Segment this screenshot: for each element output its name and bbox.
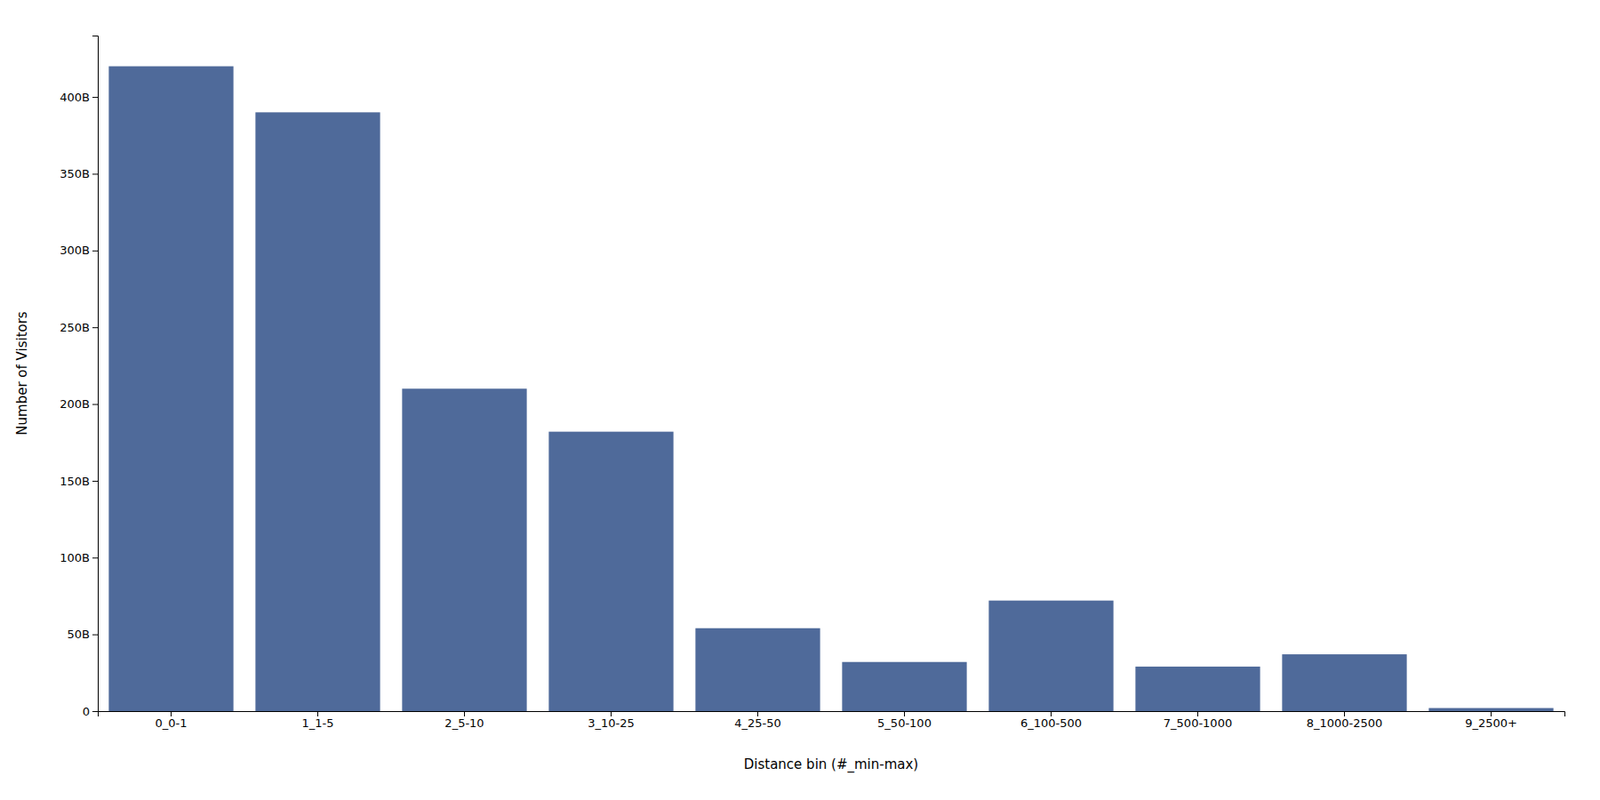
y-tick: 50B: [67, 627, 98, 641]
x-tick: 7_500-1000: [1163, 711, 1232, 730]
y-tick-mark: [92, 173, 98, 175]
y-tick-mark: [92, 711, 98, 712]
y-tick-label: 100B: [59, 551, 90, 565]
bars: [108, 66, 1553, 712]
x-tick: 1_1-5: [301, 711, 334, 730]
x-tick: 9_2500+: [1464, 711, 1518, 730]
y-tick-label: 300B: [59, 243, 90, 257]
y-tick-mark: [92, 327, 98, 328]
y-tick-label: 400B: [59, 90, 90, 104]
x-tick-label: 1_1-5: [301, 716, 334, 730]
x-axis-line: [98, 712, 1566, 718]
x-tick: 8_1000-2500: [1306, 711, 1384, 730]
y-tick-label: 150B: [59, 474, 90, 488]
x-tick: 6_100-500: [1020, 711, 1082, 730]
x-tick-label: 0_0-1: [154, 716, 187, 730]
y-tick-label: 250B: [59, 320, 90, 335]
bar: [841, 662, 967, 712]
x-tick: 3_10-25: [587, 711, 635, 730]
x-tick-label: 9_2500+: [1464, 716, 1518, 730]
x-tick-mark: [1050, 711, 1052, 717]
bar: [988, 600, 1113, 712]
bar: [401, 388, 527, 712]
bar: [695, 628, 820, 712]
y-tick-mark: [92, 250, 98, 252]
y-tick-mark: [92, 480, 98, 482]
y-tick: 250B: [59, 320, 98, 335]
y-axis-line: [92, 36, 99, 712]
y-tick: 400B: [59, 90, 98, 104]
y-tick-label: 50B: [67, 627, 90, 641]
y-tick: 350B: [59, 167, 98, 181]
y-tick-mark: [92, 404, 98, 406]
x-tick: 5_50-100: [877, 711, 932, 730]
y-tick: 100B: [59, 551, 98, 565]
y-tick: 150B: [59, 474, 98, 488]
x-tick-label: 5_50-100: [877, 716, 932, 730]
x-tick: 4_25-50: [734, 711, 782, 730]
x-tick-label: 2_5-10: [444, 716, 484, 730]
y-tick-label: 200B: [59, 397, 90, 411]
x-tick-label: 4_25-50: [734, 716, 782, 730]
x-tick-mark: [1197, 711, 1199, 717]
y-axis: 0 50B 100B 150B 200B 250B 300B 350B 400B: [59, 36, 98, 719]
x-tick-label: 3_10-25: [587, 716, 635, 730]
x-tick-mark: [1344, 711, 1345, 717]
x-tick: 2_5-10: [444, 711, 484, 730]
y-tick: 300B: [59, 243, 98, 257]
bar: [1281, 654, 1407, 712]
chart: 0_0-1 1_1-5 2_5-10 3_10-25 4_25-50 5_50-100 6_…: [0, 0, 1600, 800]
x-tick: 0_0-1: [154, 711, 187, 730]
y-tick: 0: [82, 704, 98, 719]
y-tick-label: 350B: [59, 167, 90, 181]
y-tick-mark: [92, 96, 98, 98]
x-tick-label: 7_500-1000: [1163, 716, 1232, 730]
y-tick-mark: [92, 557, 98, 559]
y-axis-title: Number of Visitors: [14, 311, 31, 436]
bar: [108, 66, 233, 712]
bar: [255, 112, 380, 712]
y-tick-mark: [92, 634, 98, 636]
x-tick-mark: [464, 711, 465, 717]
bar: [1135, 666, 1260, 712]
x-tick-mark: [170, 711, 172, 717]
x-tick-mark: [317, 711, 319, 717]
x-tick-mark: [610, 711, 612, 717]
x-tick-label: 6_100-500: [1020, 716, 1082, 730]
bar: [548, 432, 673, 712]
x-tick-mark: [1490, 711, 1492, 717]
bar: [1428, 708, 1553, 712]
y-tick: 200B: [59, 397, 98, 411]
x-axis: 0_0-1 1_1-5 2_5-10 3_10-25 4_25-50 5_50-100 6_…: [98, 711, 1566, 730]
x-axis-title: Distance bin (#_min-max): [744, 756, 919, 774]
y-tick-label: 0: [82, 704, 90, 719]
x-tick-mark: [757, 711, 759, 717]
x-tick-mark: [904, 711, 905, 717]
plot: 0_0-1 1_1-5 2_5-10 3_10-25 4_25-50 5_50-100 6_…: [59, 36, 1565, 731]
x-tick-label: 8_1000-2500: [1306, 716, 1384, 730]
